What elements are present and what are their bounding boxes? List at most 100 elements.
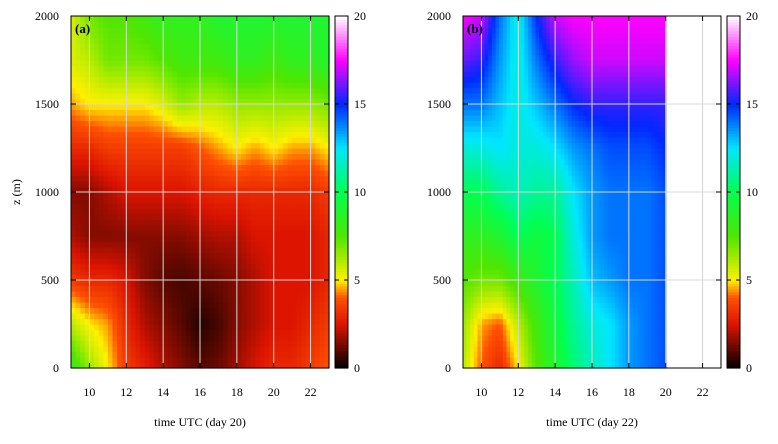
heatmap-cell <box>297 115 302 121</box>
heatmap-cell <box>510 77 514 83</box>
heatmap-cell <box>463 297 467 303</box>
heatmap-cell <box>315 176 320 182</box>
heatmap-cell <box>209 335 214 341</box>
heatmap-cell <box>154 88 159 94</box>
heatmap-cell <box>126 264 131 270</box>
heatmap-cell <box>251 55 256 61</box>
heatmap-cell <box>467 198 471 204</box>
heatmap-cell <box>514 286 518 292</box>
heatmap-cell <box>241 33 246 39</box>
heatmap-cell <box>200 258 205 264</box>
heatmap-cell <box>191 16 196 22</box>
heatmap-cell <box>223 280 228 286</box>
heatmap-cell <box>99 121 104 127</box>
heatmap-cell <box>177 71 182 77</box>
heatmap-cell <box>71 115 76 121</box>
heatmap-cell <box>528 335 532 341</box>
heatmap-cell <box>149 192 154 198</box>
heatmap-cell <box>172 82 177 88</box>
heatmap-cell <box>214 115 219 121</box>
heatmap-cell <box>315 335 320 341</box>
heatmap-cell <box>136 258 141 264</box>
heatmap-cell <box>145 247 150 253</box>
heatmap-cell <box>103 297 108 303</box>
heatmap-cell <box>237 242 242 248</box>
heatmap-cell <box>246 302 251 308</box>
heatmap-cell <box>89 214 94 220</box>
heatmap-cell <box>94 346 99 352</box>
heatmap-cell <box>292 308 297 314</box>
heatmap-cell <box>108 330 113 336</box>
heatmap-cell <box>499 137 503 143</box>
heatmap-cell <box>80 126 85 132</box>
heatmap-cell <box>163 313 168 319</box>
heatmap-cell <box>506 319 510 325</box>
heatmap-cell <box>117 330 122 336</box>
heatmap-cell <box>274 258 279 264</box>
heatmap-cell <box>274 121 279 127</box>
heatmap-cell <box>172 286 177 292</box>
heatmap-cell <box>320 126 325 132</box>
heatmap-cell <box>320 203 325 209</box>
heatmap-cell <box>297 225 302 231</box>
heatmap-cell <box>470 165 474 171</box>
heatmap-cell <box>506 159 510 165</box>
heatmap-cell <box>205 38 210 44</box>
heatmap-cell <box>126 269 131 275</box>
heatmap-cell <box>136 352 141 358</box>
heatmap-cell <box>260 291 265 297</box>
heatmap-cell <box>214 71 219 77</box>
heatmap-cell <box>485 280 489 286</box>
heatmap-cell <box>172 115 177 121</box>
heatmap-cell <box>117 44 122 50</box>
heatmap-cell <box>94 291 99 297</box>
heatmap-cell <box>283 352 288 358</box>
heatmap-cell <box>251 335 256 341</box>
heatmap-cell <box>209 192 214 198</box>
heatmap-cell <box>301 143 306 149</box>
heatmap-cell <box>506 209 510 215</box>
heatmap-cell <box>474 352 478 358</box>
heatmap-cell <box>103 236 108 242</box>
heatmap-cell <box>297 297 302 303</box>
heatmap-cell <box>103 324 108 330</box>
heatmap-cell <box>251 165 256 171</box>
heatmap-cell <box>94 297 99 303</box>
heatmap-cell <box>311 27 316 33</box>
heatmap-cell <box>283 77 288 83</box>
heatmap-cell <box>278 297 283 303</box>
heatmap-cell <box>172 335 177 341</box>
heatmap-cell <box>186 236 191 242</box>
heatmap-cell <box>136 132 141 138</box>
heatmap-cell <box>283 165 288 171</box>
heatmap-cell <box>223 324 228 330</box>
heatmap-cell <box>223 313 228 319</box>
heatmap-cell <box>278 192 283 198</box>
heatmap-cell <box>163 280 168 286</box>
heatmap-cell <box>474 286 478 292</box>
heatmap-cell <box>172 203 177 209</box>
heatmap-cell <box>209 203 214 209</box>
heatmap-cell <box>528 313 532 319</box>
heatmap-cell <box>488 286 492 292</box>
heatmap-cell <box>80 253 85 259</box>
heatmap-cell <box>186 110 191 116</box>
heatmap-cell <box>283 341 288 347</box>
heatmap-cell <box>251 71 256 77</box>
heatmap-cell <box>496 159 500 165</box>
heatmap-cell <box>301 209 306 215</box>
heatmap-cell <box>186 324 191 330</box>
heatmap-cell <box>89 121 94 127</box>
heatmap-cell <box>177 198 182 204</box>
heatmap-cell <box>76 319 81 325</box>
heatmap-cell <box>136 148 141 154</box>
heatmap-cell <box>528 176 532 182</box>
heatmap-cell <box>514 209 518 215</box>
heatmap-cell <box>126 71 131 77</box>
heatmap-cell <box>301 319 306 325</box>
heatmap-cell <box>149 198 154 204</box>
heatmap-cell <box>145 176 150 182</box>
heatmap-cell <box>168 236 173 242</box>
heatmap-cell <box>103 115 108 121</box>
heatmap-cell <box>80 60 85 66</box>
